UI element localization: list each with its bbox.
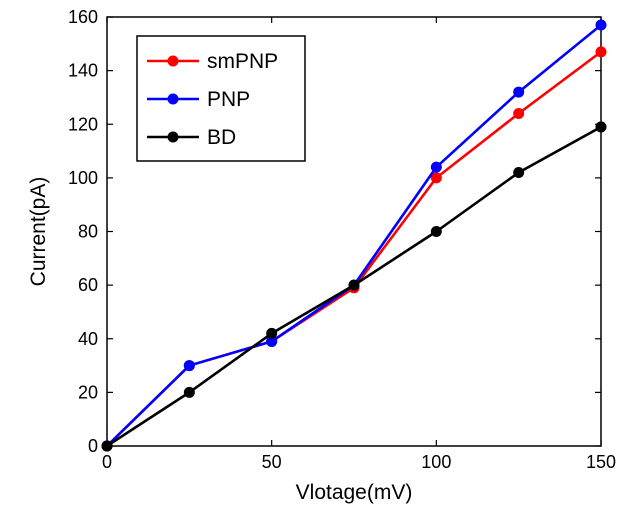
y-tick-label: 100	[68, 168, 98, 188]
data-point	[513, 108, 525, 120]
y-tick-label: 140	[68, 61, 98, 81]
data-point	[183, 360, 195, 372]
y-axis-label: Current(pA)	[27, 177, 50, 287]
series-bd	[101, 121, 607, 452]
data-point	[595, 46, 607, 58]
y-tick-label: 160	[68, 7, 98, 27]
data-point	[183, 386, 195, 398]
x-tick-label: 50	[262, 452, 282, 472]
legend-entry: smPNP	[147, 50, 278, 73]
data-point	[595, 121, 607, 133]
legend-label: BD	[207, 126, 236, 149]
x-axis-label: Vlotage(mV)	[296, 481, 413, 504]
axis-ticks: 0 50 100 150 0 20 40 60 80 100 120 140 160	[68, 7, 616, 472]
data-point	[266, 327, 278, 339]
x-tick-label: 0	[102, 452, 112, 472]
y-tick-label: 20	[78, 382, 98, 402]
legend-label: PNP	[207, 88, 250, 111]
legend-entry: BD	[147, 126, 236, 149]
data-point	[513, 86, 525, 98]
legend-marker	[167, 55, 179, 67]
legend: smPNP PNP BD	[136, 35, 306, 162]
y-tick-label: 80	[78, 222, 98, 242]
legend-marker	[167, 93, 179, 105]
legend-label: smPNP	[207, 50, 278, 73]
data-point	[430, 172, 442, 184]
data-point	[101, 440, 113, 452]
x-tick-label: 150	[586, 452, 616, 472]
series-group	[101, 19, 607, 452]
y-tick-label: 0	[88, 436, 98, 456]
data-point	[430, 161, 442, 173]
x-tick-label: 100	[421, 452, 451, 472]
data-point	[348, 279, 360, 291]
y-tick-label: 120	[68, 114, 98, 134]
legend-entry: PNP	[147, 88, 250, 111]
data-point	[266, 335, 278, 347]
y-tick-label: 40	[78, 329, 98, 349]
data-point	[595, 19, 607, 31]
data-point	[430, 226, 442, 237]
data-point	[513, 167, 525, 179]
legend-marker	[167, 131, 179, 143]
y-tick-label: 60	[78, 275, 98, 295]
